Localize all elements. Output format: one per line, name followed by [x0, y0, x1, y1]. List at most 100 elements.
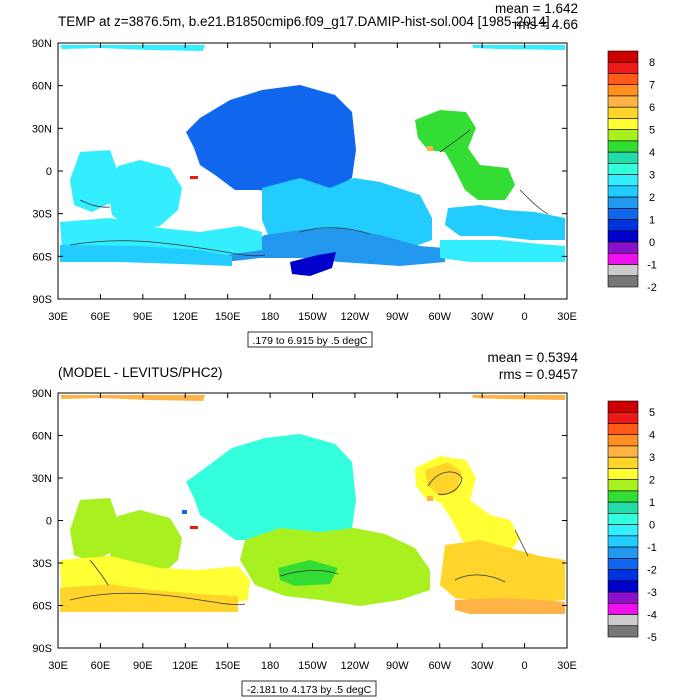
- x-tick-label: 90W: [386, 311, 409, 323]
- panel-2-range-box: -2.181 to 4.173 by .5 degC: [241, 680, 377, 697]
- panel-1-x-axis: 30E 60E 90E 120E 150E 180 150W 120W 90W 60W 30W 0 30…: [48, 43, 577, 323]
- panel-1-north-atlantic: [415, 110, 515, 200]
- panel-2-blue-marker: [182, 510, 187, 514]
- colorbar-label: 3: [649, 452, 655, 464]
- x-tick-label: 30E: [557, 660, 577, 672]
- x-tick-label: 150W: [298, 311, 327, 323]
- panel-1-contour-b: [299, 227, 371, 235]
- colorbar-label: 1: [649, 215, 655, 227]
- panel-1-contour-e: [79, 199, 111, 208]
- panel-2-contour-a: [69, 592, 246, 606]
- x-tick-label: 180: [261, 660, 279, 672]
- colorbar-swatch: [607, 219, 639, 232]
- panel-1-range-label: .179 to 6.915 by .5 degC: [252, 335, 367, 347]
- panel-2: (MODEL - LEVITUS/PHC2) mean = 0.5394 rms…: [32, 350, 657, 697]
- panel-2-southern-belt-orange: [60, 584, 238, 612]
- x-tick-label: 30E: [48, 311, 68, 323]
- colorbar-label: -5: [647, 632, 657, 644]
- x-tick-label: 90E: [133, 311, 153, 323]
- colorbar-swatch: [607, 230, 639, 243]
- colorbar-swatch: [607, 275, 639, 288]
- y-tick-label: 0: [46, 166, 52, 178]
- colorbar-swatch: [607, 625, 639, 638]
- panel-1-map: [57, 42, 568, 300]
- panel-1: TEMP at z=3876.5m, b.e21.B1850cmip6.f09_…: [32, 1, 657, 348]
- x-tick-label: 30E: [557, 311, 577, 323]
- colorbar-swatch: [607, 163, 639, 175]
- panel-2-range-label: -2.181 to 4.173 by .5 degC: [247, 684, 372, 696]
- panel-2-y-axis: 90N 60N 30N 0 30S 60S 90S: [32, 388, 567, 655]
- y-tick-label: 30S: [32, 558, 52, 570]
- colorbar-swatch: [607, 400, 639, 413]
- colorbar-swatch: [607, 118, 639, 130]
- colorbar-swatch: [607, 456, 639, 469]
- panel-2-contour-e: [89, 559, 109, 586]
- colorbar-label: 2: [649, 192, 655, 204]
- colorbar-swatch: [607, 129, 639, 142]
- x-tick-label: 90E: [133, 660, 153, 672]
- panel-2-title: (MODEL - LEVITUS/PHC2): [58, 365, 223, 380]
- y-tick-label: 30N: [32, 123, 52, 135]
- colorbar-swatch: [607, 50, 639, 63]
- panel-2-med-marker: [427, 496, 433, 501]
- panel-1-atlantic-southern: [440, 240, 565, 262]
- colorbar-swatch: [607, 535, 639, 548]
- colorbar-swatch: [607, 241, 639, 254]
- x-tick-label: 60E: [91, 660, 111, 672]
- colorbar-swatch: [607, 106, 639, 119]
- colorbar-swatch: [607, 591, 639, 604]
- colorbar-swatch: [607, 524, 639, 537]
- colorbar-swatch: [607, 602, 639, 615]
- colorbar-swatch: [607, 264, 639, 277]
- colorbar-label: -1: [647, 260, 657, 272]
- panel-1-contours: [69, 129, 549, 257]
- panel-1-pacific-basin: [186, 85, 356, 205]
- y-tick-label: 60N: [32, 81, 52, 93]
- panel-2-south-pacific: [240, 528, 430, 606]
- x-tick-label: 30E: [48, 660, 68, 672]
- panel-2-x-axis: 30E 60E 90E 120E 150E 180 150W 120W 90W 60W 30W 0 30…: [48, 393, 577, 672]
- panel-1-range-box-frame: [247, 331, 373, 348]
- colorbar-label: 0: [649, 237, 655, 249]
- colorbar-swatch: [607, 479, 639, 492]
- colorbar-swatch: [607, 151, 639, 164]
- panel-2-arctic-strip: [60, 395, 205, 401]
- colorbar-label: 4: [649, 147, 655, 159]
- colorbar-label: -1: [647, 542, 657, 554]
- colorbar-label: 4: [649, 430, 655, 442]
- panel-1-contour-a: [69, 240, 266, 257]
- colorbar-label: 3: [649, 170, 655, 182]
- colorbar-label: 2: [649, 475, 655, 487]
- colorbar-swatch: [607, 614, 639, 627]
- x-tick-label: 120W: [341, 660, 370, 672]
- panel-1-arctic-strip-east: [472, 45, 565, 50]
- colorbar-swatch: [607, 208, 639, 220]
- panel-1-title: TEMP at z=3876.5m, b.e21.B1850cmip6.f09_…: [58, 14, 550, 29]
- y-tick-label: 30S: [32, 209, 52, 221]
- x-tick-label: 60E: [91, 311, 111, 323]
- panel-1-indian-ocean: [108, 160, 182, 230]
- colorbar-label: -2: [647, 565, 657, 577]
- colorbar-swatch: [607, 434, 639, 447]
- y-tick-label: 60N: [32, 431, 52, 443]
- panel-1-colorbar: 8 7 6 5 4 3 2 1 0 -1 -2: [607, 50, 657, 294]
- colorbar-swatch: [607, 580, 639, 593]
- x-tick-label: 150E: [215, 660, 241, 672]
- colorbar-label: 5: [649, 125, 655, 137]
- x-tick-label: 120W: [341, 311, 370, 323]
- panel-1-y-axis: 90N 60N 30N 0 30S 60S 90S: [32, 38, 567, 306]
- colorbar-label: 8: [649, 57, 655, 69]
- panel-1-red-marker: [190, 176, 198, 179]
- x-tick-label: 150E: [215, 311, 241, 323]
- colorbar-label: 0: [649, 520, 655, 532]
- y-tick-label: 90S: [32, 294, 52, 306]
- colorbar-label: -4: [647, 610, 657, 622]
- x-tick-label: 150W: [298, 660, 327, 672]
- x-tick-label: 60W: [428, 311, 451, 323]
- panel-2-south-atlantic: [440, 540, 565, 604]
- x-tick-label: 90W: [386, 660, 409, 672]
- x-tick-label: 180: [261, 311, 279, 323]
- panel-2-contour-f: [514, 529, 529, 557]
- x-tick-label: 120E: [172, 660, 198, 672]
- y-tick-label: 0: [46, 516, 52, 528]
